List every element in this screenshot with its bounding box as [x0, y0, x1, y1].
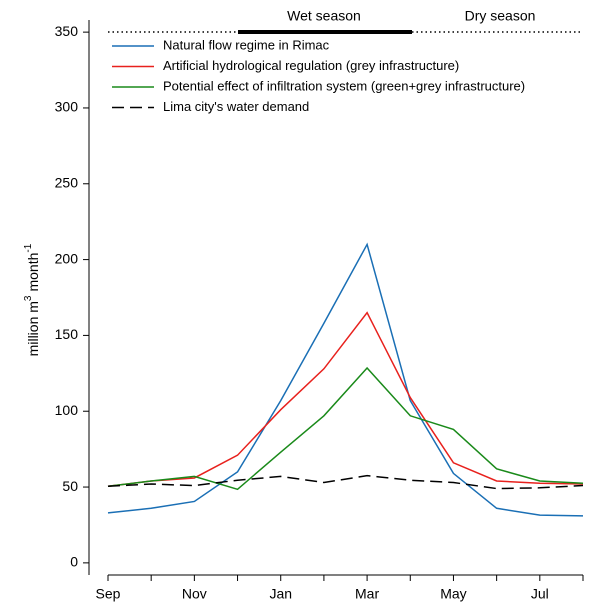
y-label-part: month: [25, 253, 41, 292]
x-tick-label: May: [440, 586, 466, 602]
series-line: [107, 242, 584, 517]
y-tick-label: 100: [55, 402, 79, 418]
y-label-sup: -1: [23, 243, 34, 252]
annotation: Wet season: [287, 8, 361, 24]
y-tick-label: 200: [55, 250, 79, 266]
y-tick-label: 250: [55, 174, 79, 190]
y-label-part: million m: [25, 301, 41, 356]
annotation: Dry season: [465, 8, 536, 24]
legend-label: Lima city's water demand: [163, 99, 309, 114]
x-tick-label: Jan: [269, 586, 292, 602]
y-tick-label: 50: [62, 478, 78, 494]
series-line: [107, 366, 584, 491]
legend-label: Natural flow regime in Rimac: [163, 37, 330, 52]
y-axis-label: million m3 month-1: [23, 243, 41, 356]
legend-label: Artificial hydrological regulation (grey…: [163, 58, 459, 73]
legend-label: Potential effect of infiltration system …: [163, 78, 525, 93]
x-tick-label: Nov: [182, 586, 207, 602]
x-tick-label: Sep: [96, 586, 121, 602]
x-tick-label: Mar: [355, 586, 379, 602]
y-tick-label: 350: [55, 23, 79, 39]
series-line: [107, 311, 584, 488]
series-line: [107, 474, 584, 490]
y-tick-label: 300: [55, 99, 79, 115]
y-tick-label: 150: [55, 326, 79, 342]
y-label-sup: 3: [23, 295, 34, 301]
y-tick-label: 0: [70, 554, 78, 570]
x-tick-label: Jul: [531, 586, 549, 602]
